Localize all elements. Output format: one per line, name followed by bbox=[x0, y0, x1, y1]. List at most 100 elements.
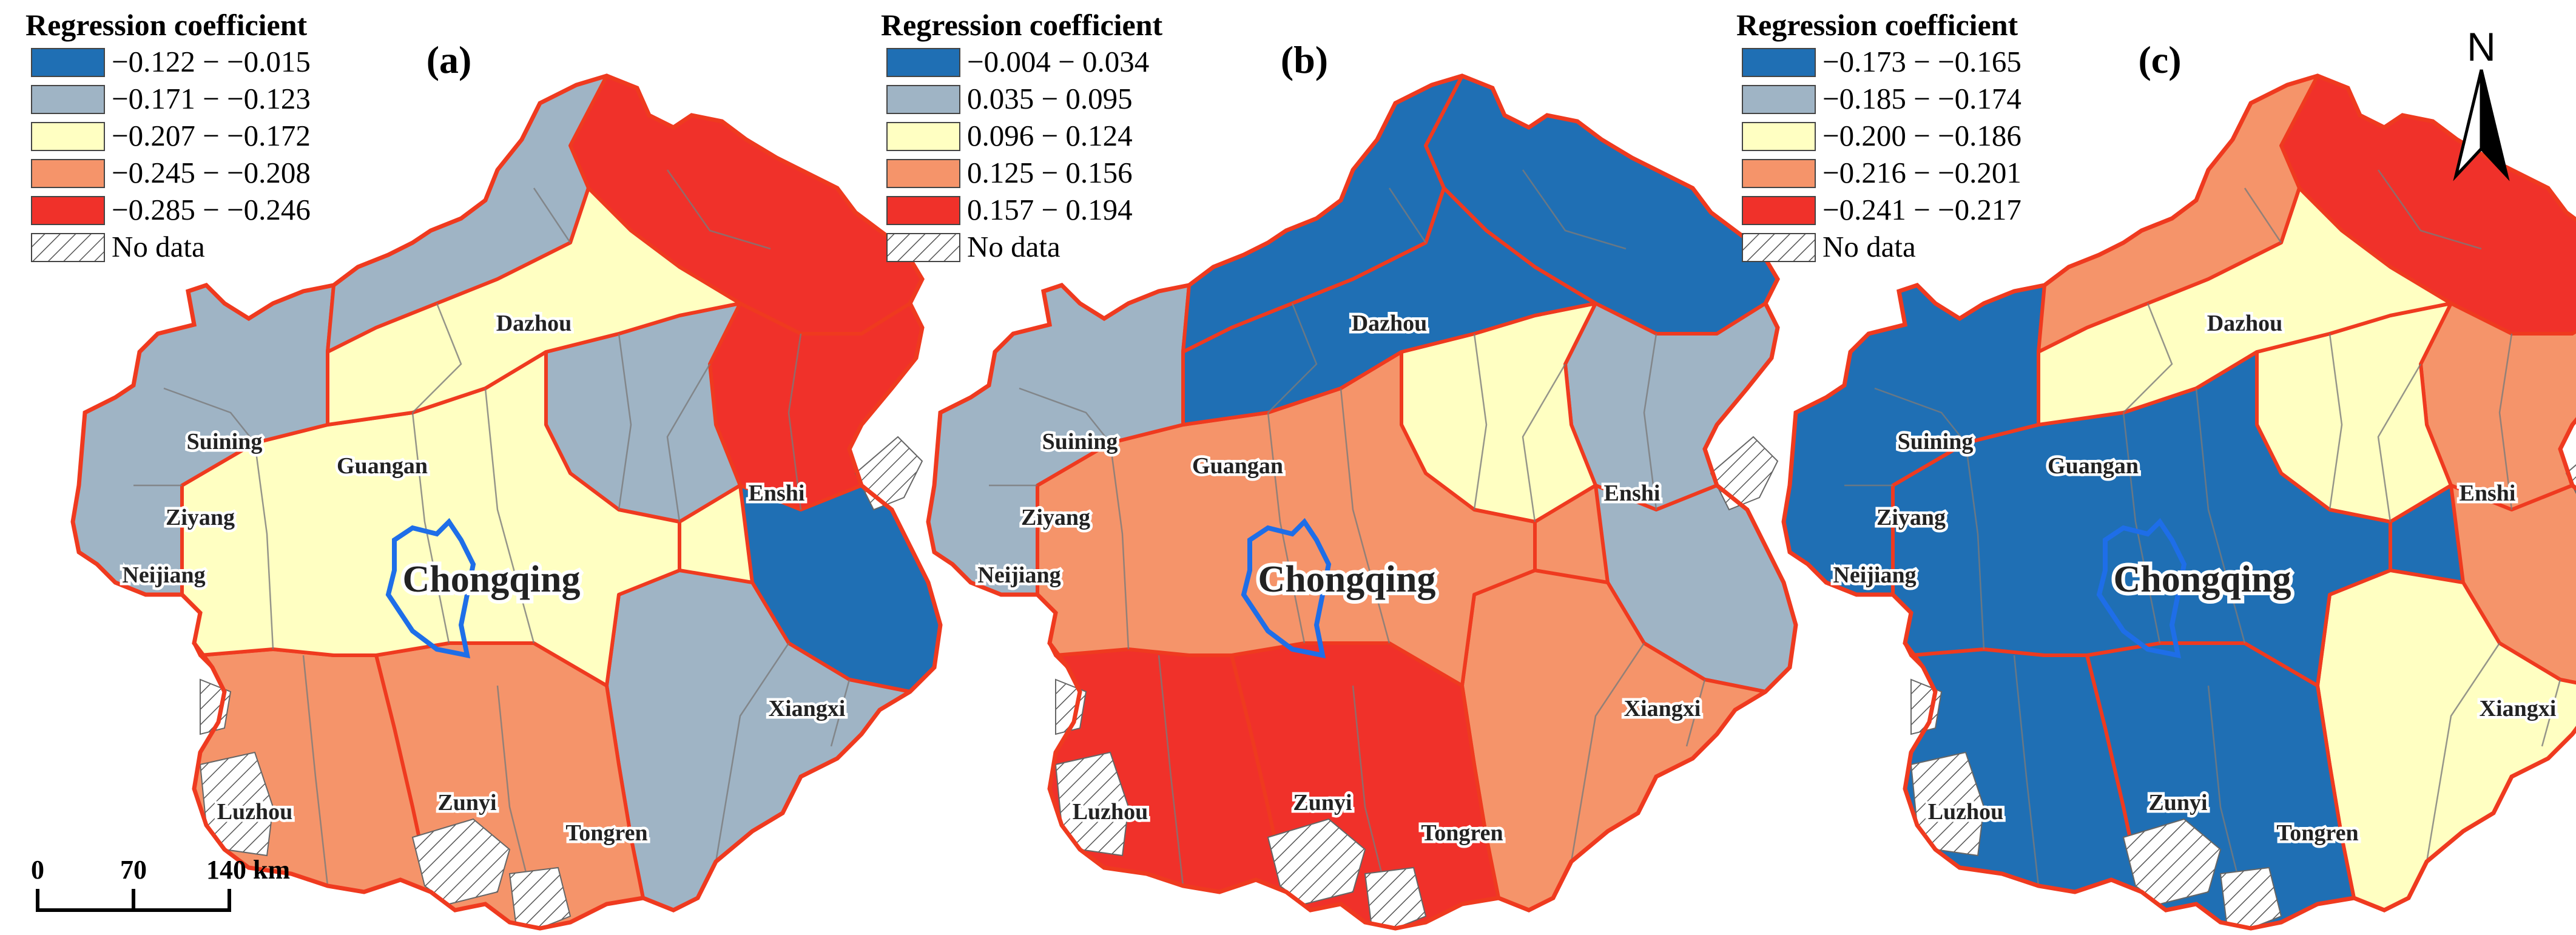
legend-label-4: −0.241 − −0.217 bbox=[1822, 193, 2021, 226]
district-boundary bbox=[2377, 169, 2482, 250]
city-label-neijiang: Neijiang bbox=[977, 562, 1060, 588]
district-boundary bbox=[1158, 655, 1184, 886]
legend-swatch-0 bbox=[31, 48, 105, 77]
city-label-ziyang: Ziyang bbox=[1021, 505, 1090, 530]
city-label-zunyi: Zunyi bbox=[2148, 790, 2207, 815]
no-data-area bbox=[508, 866, 572, 930]
district-boundary bbox=[618, 333, 632, 510]
legend-swatch-4 bbox=[31, 196, 105, 225]
city-label-chongqing: Chongqing bbox=[403, 559, 581, 600]
legend-title: Regression coefficient bbox=[25, 8, 308, 42]
legend-label-2: 0.096 − 0.124 bbox=[967, 119, 1133, 152]
district-boundary bbox=[2123, 303, 2173, 413]
district-boundary bbox=[2244, 187, 2282, 243]
legend-swatch-3 bbox=[886, 159, 960, 188]
city-label-xiangxi: Xiangxi bbox=[769, 696, 846, 721]
district-boundary bbox=[1522, 169, 1627, 250]
district-boundary bbox=[412, 303, 462, 413]
district-boundary bbox=[1267, 412, 1306, 644]
map-panel-c: Dazhou Suining Guangan Ziyang Neijiang Chongq… bbox=[1736, 8, 2576, 928]
city-label-suining: Suining bbox=[1042, 429, 1118, 454]
legend-label-3: 0.125 − 0.156 bbox=[967, 156, 1133, 189]
legend-label-1: −0.185 − −0.174 bbox=[1822, 82, 2021, 115]
scale-tick-70: 70 bbox=[120, 855, 147, 885]
legend-swatch-no-data bbox=[31, 233, 105, 262]
district-boundary bbox=[787, 333, 802, 510]
district-boundary bbox=[666, 363, 711, 522]
district-boundary bbox=[2013, 655, 2040, 886]
district-boundary bbox=[2195, 388, 2246, 644]
district-boundary bbox=[484, 388, 535, 644]
district-boundary bbox=[302, 655, 329, 886]
district-boundary bbox=[533, 187, 572, 243]
legend-label-no-data: No data bbox=[1822, 230, 1916, 263]
district-boundary bbox=[1685, 679, 1706, 747]
scale-bar: 0 70 140 km bbox=[31, 855, 290, 912]
city-label-luzhou: Luzhou bbox=[1928, 799, 2004, 825]
city-label-dazhou: Dazhou bbox=[1352, 311, 1428, 336]
legend: Regression coefficient−0.122 − −0.015 −0.… bbox=[25, 8, 311, 263]
no-data-area bbox=[1364, 866, 1427, 930]
district-boundary bbox=[830, 679, 851, 747]
legend-swatch-1 bbox=[886, 85, 960, 114]
legend-label-0: −0.122 − −0.015 bbox=[112, 45, 311, 78]
legend-swatch-1 bbox=[1742, 85, 1816, 114]
region-zone-10 bbox=[1181, 186, 1597, 427]
city-label-chongqing: Chongqing bbox=[2114, 559, 2291, 600]
legend-label-2: −0.207 − −0.172 bbox=[112, 119, 311, 152]
legend-swatch-2 bbox=[886, 122, 960, 151]
chongqing-core-outline bbox=[2096, 518, 2187, 659]
map-panel-a: Dazhou Suining Guangan Ziyang Neijiang Chongq… bbox=[25, 8, 940, 928]
district-boundary bbox=[2377, 363, 2422, 522]
legend-label-3: −0.216 − −0.201 bbox=[1822, 156, 2021, 189]
chongqing-core-outline bbox=[385, 518, 476, 659]
no-data-area bbox=[1267, 818, 1366, 905]
district-boundary bbox=[666, 169, 771, 250]
legend-label-no-data: No data bbox=[967, 230, 1060, 263]
legend-title: Regression coefficient bbox=[881, 8, 1163, 42]
city-label-suining: Suining bbox=[1898, 429, 1974, 454]
city-label-enshi: Enshi bbox=[1604, 481, 1661, 506]
city-label-dazhou: Dazhou bbox=[496, 311, 572, 336]
city-label-guangan: Guangan bbox=[1192, 453, 1283, 479]
city-label-tongren: Tongren bbox=[565, 820, 647, 846]
chongqing-core-outline bbox=[1241, 518, 1332, 659]
city-label-luzhou: Luzhou bbox=[1073, 799, 1148, 825]
legend-label-0: −0.004 − 0.034 bbox=[967, 45, 1149, 78]
district-boundary bbox=[1388, 187, 1427, 243]
city-label-zunyi: Zunyi bbox=[437, 790, 496, 815]
legend-swatch-no-data bbox=[1742, 233, 1816, 262]
city-label-neijiang: Neijiang bbox=[1833, 562, 1916, 588]
city-label-xiangxi: Xiangxi bbox=[1624, 696, 1701, 721]
map-panel-b: Dazhou Suining Guangan Ziyang Neijiang Chongq… bbox=[881, 8, 1796, 928]
scale-tick-140: 140 km bbox=[206, 855, 290, 885]
legend-swatch-0 bbox=[886, 48, 960, 77]
legend-label-4: −0.285 − −0.246 bbox=[112, 193, 311, 226]
no-data-area bbox=[2122, 818, 2222, 905]
city-label-enshi: Enshi bbox=[2460, 481, 2516, 506]
legend-swatch-4 bbox=[1742, 196, 1816, 225]
city-label-tongren: Tongren bbox=[2276, 820, 2358, 846]
district-boundary bbox=[1019, 387, 1111, 444]
district-boundary bbox=[1109, 442, 1130, 650]
city-label-dazhou: Dazhou bbox=[2207, 311, 2283, 336]
map-area: Dazhou Suining Guangan Ziyang Neijiang Chongq… bbox=[1784, 76, 2576, 928]
city-label-enshi: Enshi bbox=[749, 481, 805, 506]
legend-swatch-3 bbox=[31, 159, 105, 188]
district-boundary bbox=[715, 643, 790, 862]
district-boundary bbox=[411, 412, 450, 644]
city-label-guangan: Guangan bbox=[337, 453, 428, 479]
city-label-xiangxi: Xiangxi bbox=[2480, 696, 2557, 721]
region-zone-10 bbox=[2037, 186, 2453, 427]
legend-title: Regression coefficient bbox=[1736, 8, 2018, 42]
legend-swatch-0 bbox=[1742, 48, 1816, 77]
legend-label-0: −0.173 − −0.165 bbox=[1822, 45, 2021, 78]
panel-letter: (a) bbox=[427, 38, 472, 81]
legend-swatch-no-data bbox=[886, 233, 960, 262]
legend-label-no-data: No data bbox=[112, 230, 205, 263]
legend-label-1: −0.171 − −0.123 bbox=[112, 82, 311, 115]
no-data-area bbox=[411, 818, 511, 905]
city-label-neijiang: Neijiang bbox=[122, 562, 205, 588]
legend-swatch-2 bbox=[31, 122, 105, 151]
